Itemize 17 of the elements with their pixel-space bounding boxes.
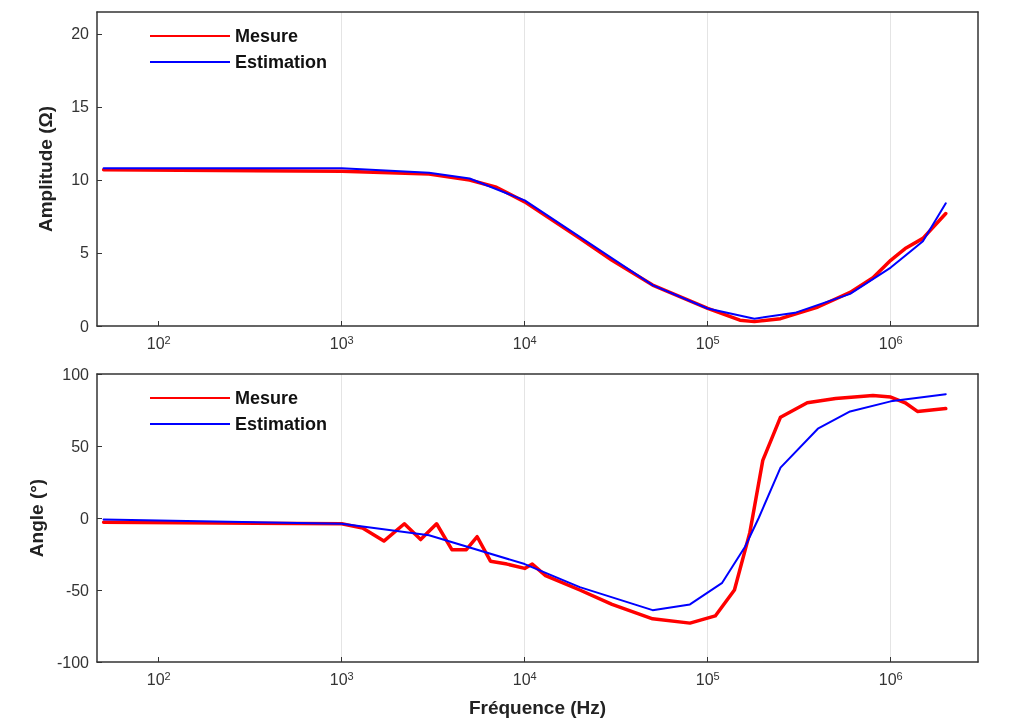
legend-label: Mesure (235, 26, 299, 46)
y-tick-label: 15 (71, 98, 90, 116)
y-tick-label: 20 (71, 25, 90, 43)
y-tick-label: 0 (80, 509, 90, 527)
y-axis-title: Angle (°) (26, 478, 48, 558)
y-tick-label: 5 (80, 244, 90, 262)
legend-label: Estimation (235, 414, 328, 434)
y-tick-label: 50 (71, 437, 90, 455)
y-tick-label: 0 (80, 317, 90, 335)
x-axis-title: Fréquence (Hz) (468, 697, 607, 718)
legend-label: Estimation (235, 52, 328, 72)
y-axis-title: Amplitude (Ω) (35, 105, 56, 233)
legend-label: Mesure (235, 388, 299, 408)
y-tick-label: -100 (56, 653, 90, 671)
y-tick-label: 100 (62, 365, 90, 383)
y-tick-label: -50 (65, 581, 90, 599)
y-tick-label: 10 (71, 171, 90, 189)
